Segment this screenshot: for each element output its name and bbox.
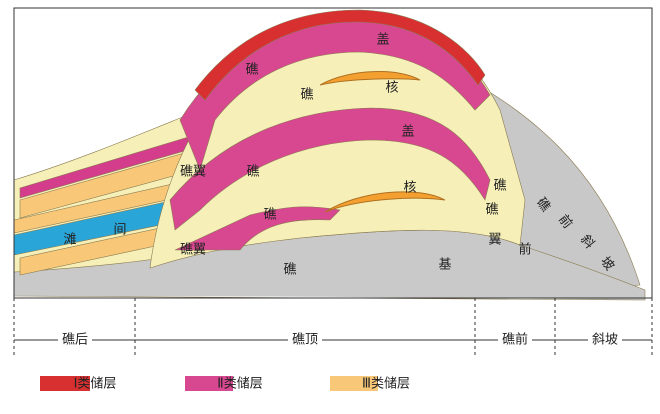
reservoir-ii — [169, 107, 491, 231]
legend — [40, 376, 378, 391]
annotation: 基 — [438, 258, 451, 273]
annotation: 礁 — [300, 87, 313, 103]
annotation: 核 — [385, 81, 398, 96]
core-lens — [324, 191, 446, 213]
core-lens — [319, 71, 421, 86]
annotation: 礁 — [246, 164, 259, 180]
frame — [13, 7, 653, 299]
legend-label: Ⅱ类储层 — [217, 377, 262, 392]
zone-label: 斜坡 — [592, 333, 618, 348]
legend-swatch — [185, 376, 233, 391]
zone-label-bg — [287, 331, 323, 348]
annotation: 盖 — [376, 33, 389, 48]
annotation: 盖 — [401, 125, 414, 140]
zone-label: 礁后 — [62, 332, 88, 348]
zone-label-bg — [57, 331, 93, 348]
legend-swatch — [330, 376, 378, 391]
legend-swatch — [40, 376, 90, 391]
zone-label: 礁前 — [502, 332, 528, 348]
annotation: 礁 — [263, 207, 276, 223]
zone-scale — [13, 298, 653, 355]
annotation: 核 — [403, 181, 416, 196]
annotation: 翼 — [488, 233, 501, 248]
zone-label-bg — [497, 331, 533, 348]
legend-label: Ⅲ类储层 — [362, 377, 410, 392]
annotation: 礁 — [485, 202, 498, 218]
zone-label-bg — [587, 332, 623, 348]
annotation: 礁翼 — [180, 164, 206, 180]
annotation: 间 — [113, 223, 126, 238]
annotation: 礁 — [245, 62, 258, 78]
zone-label: 礁顶 — [292, 332, 318, 348]
annotation: 前 — [518, 242, 531, 258]
annotation: 礁翼 — [180, 242, 206, 258]
annotation: 滩 — [63, 233, 76, 248]
reservoir-ii — [174, 206, 341, 251]
reservoir-i — [194, 9, 486, 101]
cross-section — [13, 9, 646, 301]
legend-label: Ⅰ类储层 — [74, 377, 117, 392]
annotation: 礁 — [283, 262, 296, 278]
annotation: 礁 — [493, 178, 506, 194]
